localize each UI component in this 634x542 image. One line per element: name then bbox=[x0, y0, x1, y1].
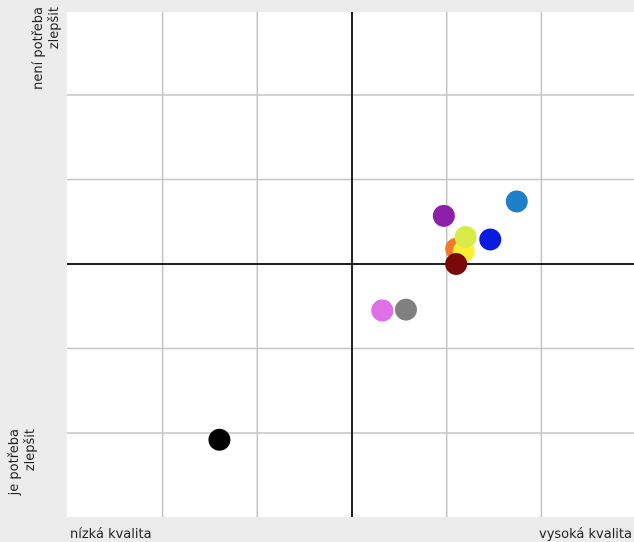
data-point-4 bbox=[432, 204, 455, 227]
data-point-9 bbox=[445, 253, 468, 275]
data-point-2 bbox=[371, 299, 394, 322]
x-label-low: nízká kvalita bbox=[70, 527, 152, 542]
x-label-high: vysoká kvalita bbox=[539, 527, 632, 542]
y-label-high-line2: zlepšit bbox=[47, 7, 62, 50]
center-axes bbox=[67, 12, 634, 517]
y-label-high-line1: není potřeba bbox=[31, 7, 46, 90]
y-label-low-line1: je potřeba bbox=[7, 429, 22, 496]
data-point-10 bbox=[505, 190, 528, 213]
data-point-7 bbox=[454, 225, 477, 248]
y-label-low-line2: zlepšit bbox=[23, 429, 38, 472]
data-point-0 bbox=[208, 428, 231, 451]
y-label-low: je potřeba zlepšit bbox=[7, 429, 41, 509]
y-label-high: není potřeba zlepšit bbox=[31, 7, 65, 107]
data-points bbox=[208, 190, 528, 451]
data-point-3 bbox=[394, 298, 417, 321]
data-point-8 bbox=[479, 228, 502, 251]
